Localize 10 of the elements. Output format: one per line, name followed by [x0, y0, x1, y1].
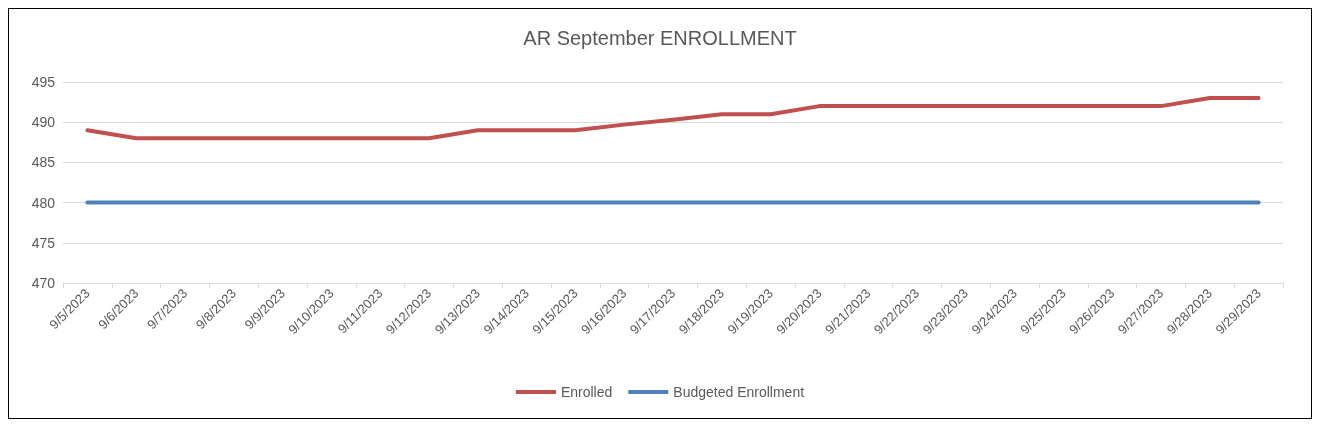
y-tick-label: 470	[31, 275, 56, 291]
line-series	[85, 96, 1261, 141]
y-tick-label: 485	[31, 154, 56, 171]
y-tick-label: 495	[31, 74, 56, 90]
y-tick-label: 480	[31, 194, 56, 211]
legend-label: Enrolled	[560, 384, 613, 400]
y-tick-label: 475	[31, 234, 56, 251]
chart-title: AR September ENROLLMENT	[523, 27, 797, 49]
y-tick-label: 490	[31, 114, 56, 131]
legend-label: Budgeted Enrollment	[673, 384, 805, 400]
